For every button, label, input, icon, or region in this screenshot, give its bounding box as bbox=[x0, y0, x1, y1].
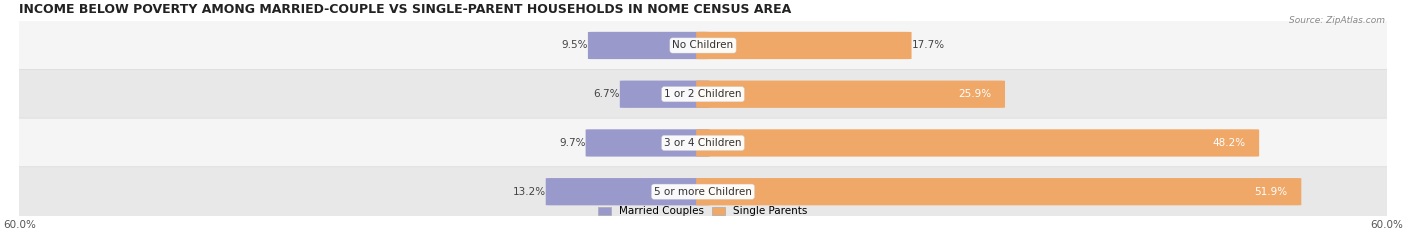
Text: No Children: No Children bbox=[672, 41, 734, 51]
Text: Source: ZipAtlas.com: Source: ZipAtlas.com bbox=[1289, 16, 1385, 25]
FancyBboxPatch shape bbox=[6, 21, 1400, 70]
Text: 1 or 2 Children: 1 or 2 Children bbox=[664, 89, 742, 99]
FancyBboxPatch shape bbox=[696, 81, 1005, 108]
FancyBboxPatch shape bbox=[546, 178, 710, 205]
Text: 48.2%: 48.2% bbox=[1212, 138, 1246, 148]
FancyBboxPatch shape bbox=[588, 32, 710, 59]
FancyBboxPatch shape bbox=[696, 178, 1302, 205]
Text: 3 or 4 Children: 3 or 4 Children bbox=[664, 138, 742, 148]
FancyBboxPatch shape bbox=[696, 32, 911, 59]
Text: 9.7%: 9.7% bbox=[560, 138, 586, 148]
Text: 5 or more Children: 5 or more Children bbox=[654, 187, 752, 197]
FancyBboxPatch shape bbox=[696, 129, 1260, 157]
FancyBboxPatch shape bbox=[620, 81, 710, 108]
FancyBboxPatch shape bbox=[6, 118, 1400, 168]
Text: 51.9%: 51.9% bbox=[1254, 187, 1288, 197]
FancyBboxPatch shape bbox=[586, 129, 710, 157]
FancyBboxPatch shape bbox=[6, 69, 1400, 119]
Text: 25.9%: 25.9% bbox=[959, 89, 991, 99]
Text: 17.7%: 17.7% bbox=[911, 41, 945, 51]
FancyBboxPatch shape bbox=[6, 167, 1400, 216]
Text: 13.2%: 13.2% bbox=[513, 187, 546, 197]
Text: 6.7%: 6.7% bbox=[593, 89, 620, 99]
Text: 9.5%: 9.5% bbox=[561, 41, 588, 51]
Legend: Married Couples, Single Parents: Married Couples, Single Parents bbox=[595, 202, 811, 221]
Text: INCOME BELOW POVERTY AMONG MARRIED-COUPLE VS SINGLE-PARENT HOUSEHOLDS IN NOME CE: INCOME BELOW POVERTY AMONG MARRIED-COUPL… bbox=[20, 3, 792, 16]
